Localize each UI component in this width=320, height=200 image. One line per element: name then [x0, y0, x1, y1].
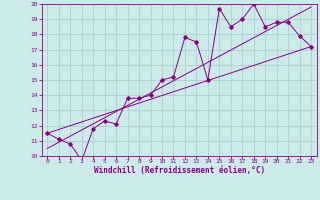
X-axis label: Windchill (Refroidissement éolien,°C): Windchill (Refroidissement éolien,°C)	[94, 166, 265, 175]
